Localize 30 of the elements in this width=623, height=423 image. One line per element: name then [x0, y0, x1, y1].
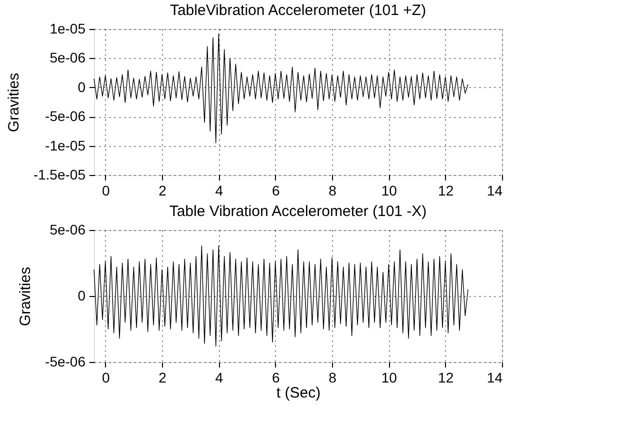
y-axis-title: Gravities: [5, 72, 22, 132]
x-tick-label: 2: [158, 182, 167, 198]
y-tick-label: -5e-06: [45, 108, 86, 124]
x-tick-label: 12: [438, 370, 454, 386]
x-tick-label: 10: [381, 370, 398, 386]
x-tick-label: 12: [438, 182, 454, 198]
x-axis-title: t (Sec): [276, 384, 321, 402]
x-tick-label: 14: [486, 370, 503, 386]
y-axis-title: Gravities: [17, 266, 34, 326]
x-tick-label: 8: [328, 370, 337, 386]
y-tick-label: -1.5e-05: [33, 166, 86, 182]
x-tick-label: 0: [102, 370, 110, 386]
x-tick-label: 4: [215, 370, 224, 386]
x-tick-label: 14: [486, 182, 503, 198]
y-tick-label: -1e-05: [45, 137, 86, 154]
x-tick-label: 2: [158, 370, 167, 386]
x-tick-label: 4: [215, 182, 224, 198]
x-tick-label: 6: [272, 182, 280, 198]
y-tick-label: 0: [78, 78, 86, 95]
chart-title: Table Vibration Accelerometer (101 -X): [169, 203, 427, 220]
y-tick-label: -5e-06: [45, 354, 86, 370]
x-tick-label: 6: [272, 370, 280, 386]
x-tick-label: 8: [328, 182, 337, 198]
y-tick-label: 1e-05: [50, 20, 86, 36]
x-tick-label: 10: [381, 182, 398, 198]
chart-title: TableVibration Accelerometer (101 +Z): [170, 2, 426, 19]
y-tick-label: 0: [78, 288, 86, 304]
y-tick-label: 5e-06: [50, 222, 86, 238]
y-tick-label: 5e-06: [50, 50, 86, 66]
x-tick-label: 0: [102, 182, 110, 198]
